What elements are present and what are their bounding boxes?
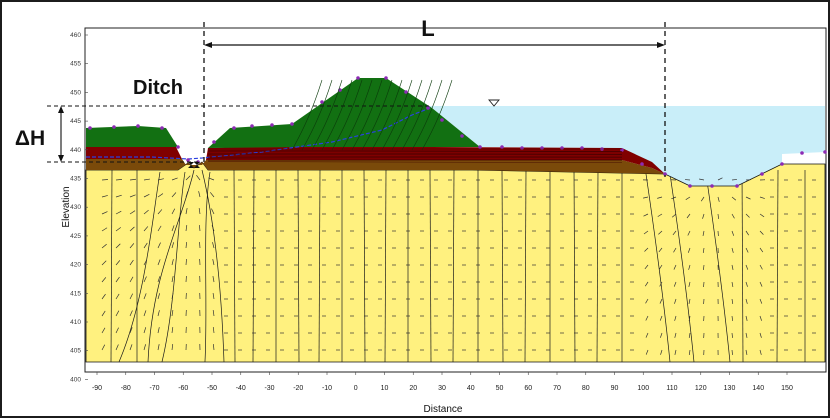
y-tick-label: 410	[70, 319, 81, 326]
boundary-node	[112, 125, 116, 129]
x-tick-label: -10	[322, 385, 332, 392]
boundary-node	[136, 124, 140, 128]
boundary-node	[212, 140, 216, 144]
x-tick-label: -90	[92, 385, 102, 392]
boundary-node	[760, 172, 764, 176]
boundary-node	[320, 100, 324, 104]
x-tick-label: -80	[121, 385, 131, 392]
foundation-soil	[86, 162, 825, 362]
y-tick-label: 440	[70, 147, 81, 154]
boundary-node	[640, 162, 644, 166]
boundary-node	[176, 145, 180, 149]
boundary-node	[710, 184, 714, 188]
boundary-node	[270, 123, 274, 127]
boundary-node	[384, 76, 388, 80]
y-tick-label: 445	[70, 118, 81, 125]
x-tick-label: -20	[293, 385, 303, 392]
y-tick-label: 420	[70, 262, 81, 269]
x-tick-label: 20	[409, 385, 417, 392]
x-tick-label: 100	[637, 385, 649, 392]
boundary-node	[426, 106, 430, 110]
x-tick-label: 10	[381, 385, 389, 392]
boundary-node	[160, 126, 164, 130]
boundary-node	[520, 146, 524, 150]
boundary-node	[780, 162, 784, 166]
x-tick-label: 30	[438, 385, 446, 392]
x-tick-label: 50	[496, 385, 504, 392]
y-tick-label: 405	[70, 348, 81, 355]
x-tick-label: -60	[178, 385, 188, 392]
head-arrowhead-bottom	[58, 155, 64, 162]
ditch-label: Ditch	[133, 77, 183, 99]
y-tick-label: 425	[70, 233, 81, 240]
x-tick-label: 110	[666, 385, 677, 392]
x-axis-ticks: -90 -80 -70 -60 -50 -40 -30 -20 -10 0 10 20 30 40 50 60…	[92, 372, 793, 392]
boundary-node	[232, 126, 236, 130]
x-tick-label: 0	[354, 385, 358, 392]
y-axis-title: Elevation	[61, 186, 72, 227]
boundary-node	[356, 76, 360, 80]
y-tick-label: 415	[70, 290, 81, 297]
x-tick-label: -40	[236, 385, 246, 392]
x-tick-label: 90	[611, 385, 619, 392]
x-tick-label: 40	[467, 385, 475, 392]
left-berm-fill	[86, 126, 178, 147]
boundary-node	[478, 145, 482, 149]
y-tick-label: 455	[70, 61, 81, 68]
boundary-node	[735, 184, 739, 188]
x-tick-label: 140	[752, 385, 764, 392]
boundary-node	[580, 146, 584, 150]
y-tick-label: 435	[70, 176, 81, 183]
boundary-node	[540, 146, 544, 150]
x-tick-label: 70	[553, 385, 561, 392]
boundary-node	[823, 150, 827, 154]
boundary-node	[560, 146, 564, 150]
boundary-node	[250, 124, 254, 128]
boundary-node	[500, 145, 504, 149]
x-tick-label: 150	[781, 385, 793, 392]
x-tick-label: -70	[149, 385, 159, 392]
boundary-node	[404, 90, 408, 94]
y-tick-label: 460	[70, 32, 81, 39]
boundary-node	[186, 158, 190, 162]
x-tick-label: -30	[264, 385, 274, 392]
y-tick-label: 400	[70, 376, 81, 383]
x-tick-label: 130	[724, 385, 736, 392]
x-tick-label: 80	[582, 385, 590, 392]
boundary-node	[440, 118, 444, 122]
boundary-node	[88, 126, 92, 130]
head-difference-label: ΔH	[15, 127, 45, 150]
head-arrowhead-top	[58, 106, 64, 113]
y-tick-label: 450	[70, 89, 81, 96]
boundary-node	[800, 151, 804, 155]
boundary-node	[460, 134, 464, 138]
x-axis-title: Distance	[424, 404, 463, 415]
boundary-node	[688, 184, 692, 188]
length-label: L	[421, 16, 434, 41]
boundary-node	[290, 122, 294, 126]
x-tick-label: 60	[524, 385, 532, 392]
x-tick-label: -50	[207, 385, 217, 392]
x-tick-label: 120	[695, 385, 707, 392]
